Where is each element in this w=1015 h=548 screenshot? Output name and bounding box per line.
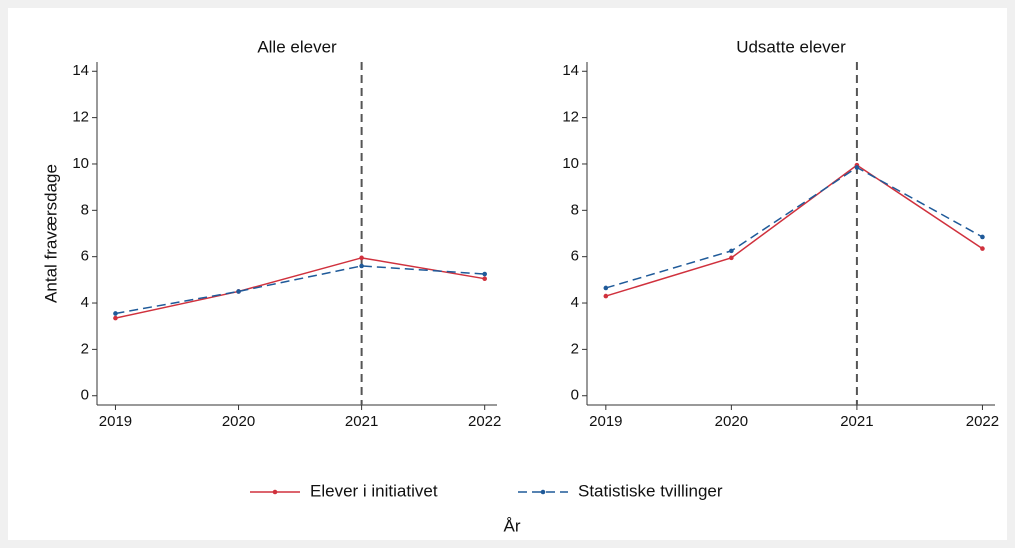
- y-tick-label: 14: [72, 62, 89, 79]
- data-point: [980, 246, 985, 251]
- data-point: [729, 255, 734, 261]
- y-tick-label: 6: [571, 248, 579, 265]
- x-tick-label: 2022: [966, 413, 999, 430]
- plot-background: [8, 8, 1007, 540]
- x-axis-label: År: [504, 516, 521, 535]
- data-point: [482, 271, 487, 277]
- y-tick-label: 0: [571, 387, 579, 404]
- y-tick-label: 6: [81, 248, 89, 265]
- data-point: [854, 165, 860, 170]
- series-line: [115, 265, 485, 315]
- legend-label: Elever i initiativet: [310, 481, 438, 500]
- y-tick-label: 12: [72, 109, 89, 126]
- y-tick-label: 8: [571, 201, 579, 218]
- data-point: [113, 311, 118, 316]
- x-tick-label: 2019: [99, 413, 132, 430]
- data-point: [603, 293, 609, 299]
- y-tick-label: 14: [562, 62, 579, 79]
- legend-marker: [540, 489, 546, 495]
- data-point: [359, 255, 364, 261]
- data-point: [603, 285, 609, 291]
- data-point: [359, 263, 364, 269]
- x-tick-label: 2021: [345, 413, 378, 430]
- x-tick-label: 2021: [840, 413, 873, 430]
- data-point: [482, 276, 487, 281]
- x-tick-label: 2020: [222, 413, 255, 430]
- y-tick-label: 8: [81, 201, 89, 218]
- data-point: [980, 234, 985, 240]
- legend-label: Statistiske tvillinger: [578, 481, 723, 500]
- y-tick-label: 4: [571, 294, 579, 311]
- series-line: [605, 166, 983, 289]
- x-tick-label: 2019: [589, 413, 622, 430]
- legend-marker: [272, 489, 278, 495]
- y-tick-label: 10: [72, 155, 89, 172]
- series-line: [605, 164, 983, 297]
- y-tick-label: 4: [81, 294, 89, 311]
- chart-title: Udsatte elever: [736, 37, 846, 56]
- chart-title: Alle elever: [257, 37, 337, 56]
- x-tick-label: 2020: [715, 413, 748, 430]
- data-point: [113, 315, 118, 321]
- x-tick-label: 2022: [468, 413, 501, 430]
- y-tick-label: 10: [562, 155, 579, 172]
- y-tick-label: 12: [562, 109, 579, 126]
- y-tick-label: 2: [81, 340, 89, 357]
- data-point: [236, 289, 241, 294]
- series-line: [115, 257, 485, 319]
- y-axis-label: Antal fraværsdage: [41, 164, 60, 303]
- data-point: [729, 248, 734, 254]
- y-tick-label: 0: [81, 387, 89, 404]
- y-tick-label: 2: [571, 340, 579, 357]
